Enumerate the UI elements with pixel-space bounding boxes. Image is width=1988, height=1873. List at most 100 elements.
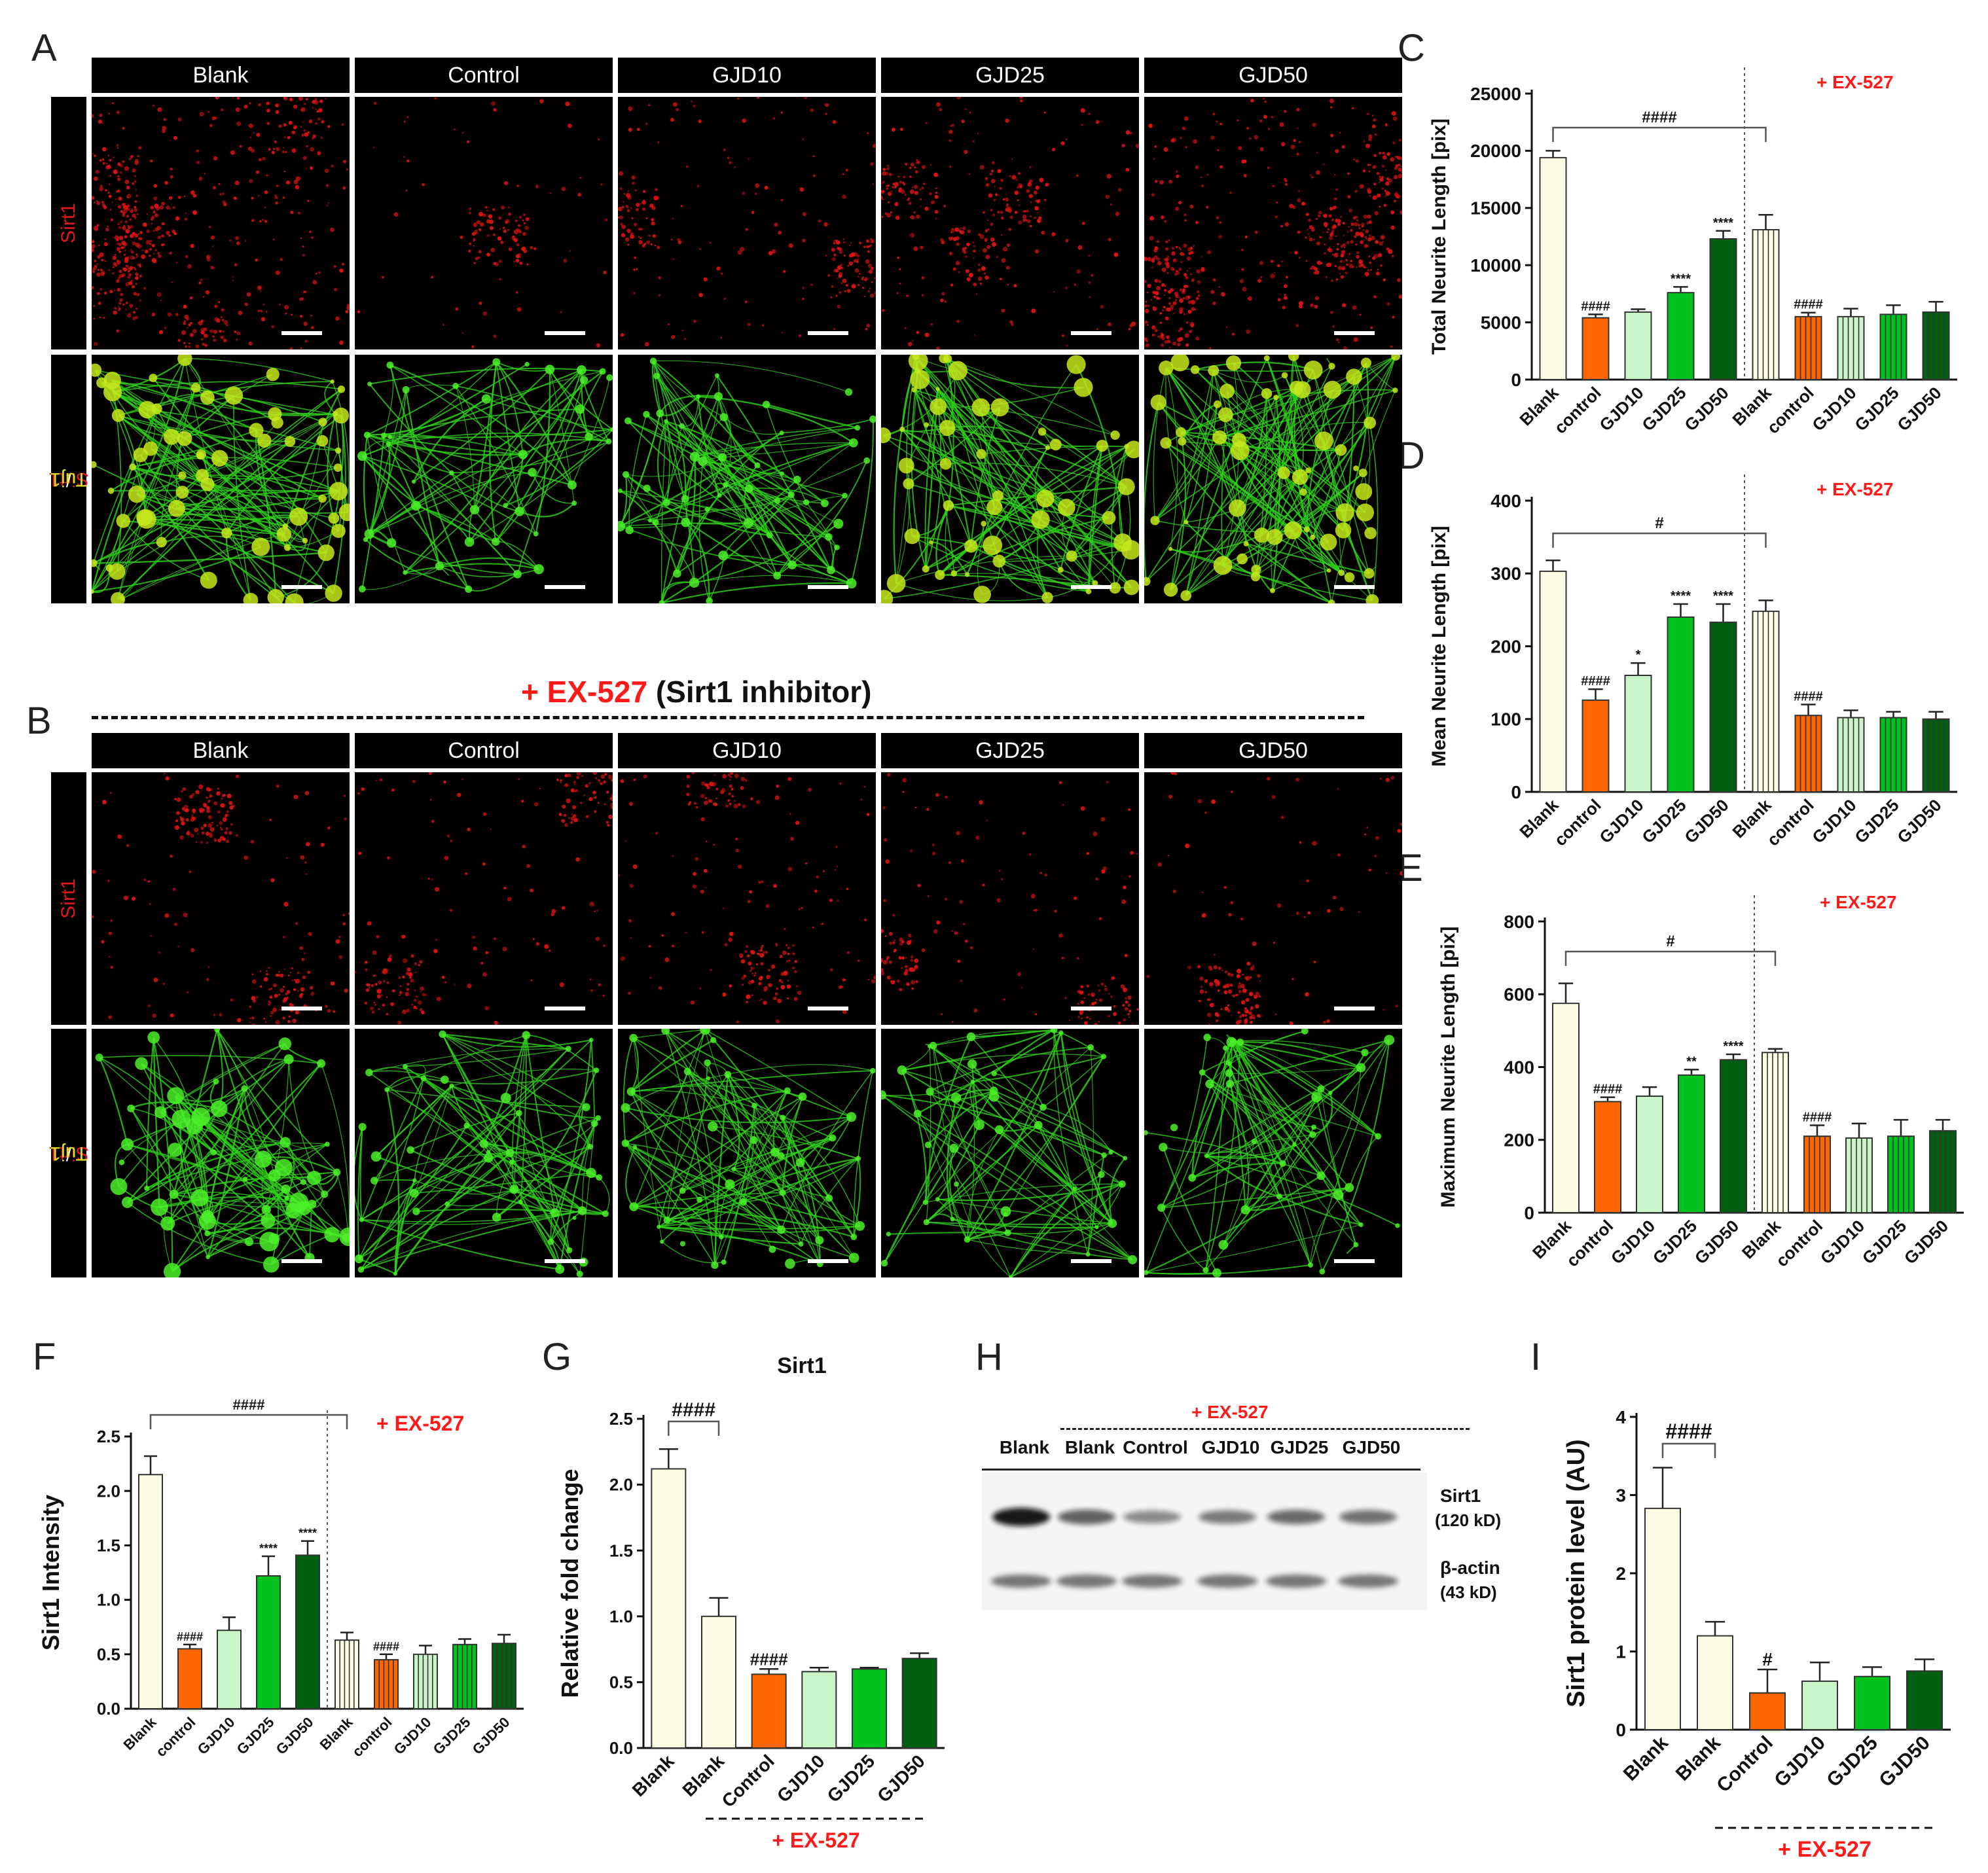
y-tick-label: 1.5 xyxy=(97,1536,120,1556)
scale-bar xyxy=(1071,585,1111,589)
b-micrograph-sirt1-gjd50 xyxy=(1144,772,1402,1025)
significance-bracket xyxy=(1564,950,1777,966)
wb-sirt1-label: Sirt1 xyxy=(1440,1486,1481,1506)
category-label: control xyxy=(349,1714,395,1760)
bar xyxy=(1879,313,1907,381)
y-axis-label: Relative fold change xyxy=(556,1469,583,1698)
a-column-header-blank: Blank xyxy=(92,58,350,93)
bar xyxy=(701,1615,736,1749)
b-micrograph-sirt1-control xyxy=(355,772,613,1025)
category-label: GJD50 xyxy=(273,1714,317,1758)
bar xyxy=(177,1648,202,1710)
category-label: GJD10 xyxy=(1595,383,1647,435)
category-label: GJD10 xyxy=(1808,795,1860,847)
bar xyxy=(1624,675,1652,793)
b-micrograph-merge-gjd50 xyxy=(1144,1029,1402,1277)
y-tick-label: 0.0 xyxy=(97,1699,120,1719)
wb-actin-band xyxy=(1266,1575,1326,1588)
category-label: control xyxy=(1550,383,1605,438)
bar xyxy=(138,1474,163,1710)
bar xyxy=(1709,621,1737,793)
category-label: GJD10 xyxy=(1607,1216,1659,1268)
significance-mark: #### xyxy=(1803,1111,1832,1125)
significance-mark: # xyxy=(1762,1649,1773,1669)
significance-mark: **** xyxy=(259,1542,278,1555)
scale-bar xyxy=(545,1007,585,1010)
significance-bracket xyxy=(1552,126,1767,142)
wb-actin-band xyxy=(991,1575,1051,1588)
wb-actin-band xyxy=(1122,1575,1182,1588)
b-column-header-gjd50: GJD50 xyxy=(1144,733,1402,768)
bar xyxy=(334,1639,359,1709)
significance-bracket xyxy=(668,1420,720,1436)
y-tick-label: 2.0 xyxy=(97,1481,120,1501)
ex527-annotation: + EX-527 xyxy=(376,1412,464,1435)
category-label: control xyxy=(1763,383,1818,438)
scale-bar xyxy=(1071,331,1111,335)
category-label: GJD10 xyxy=(1808,383,1860,435)
wb-lane-label: GJD50 xyxy=(1342,1437,1401,1457)
bar xyxy=(492,1643,516,1709)
bar xyxy=(413,1653,438,1709)
a-column-header-gjd10: GJD10 xyxy=(618,58,876,93)
bar xyxy=(1709,238,1737,380)
y-tick-label: 0 xyxy=(1616,1720,1626,1740)
ex527-annotation: + EX-527 xyxy=(1778,1837,1871,1862)
wb-sirt1-band xyxy=(1267,1510,1325,1524)
significance-mark: #### xyxy=(1581,674,1610,688)
b-column-header-gjd25: GJD25 xyxy=(881,733,1139,768)
category-label: GJD50 xyxy=(1893,795,1945,847)
wb-ex527-label: + EX-527 xyxy=(1191,1402,1269,1422)
a-column-header-control: Control xyxy=(355,58,613,93)
significance-bracket xyxy=(1552,532,1767,548)
scale-bar xyxy=(545,1259,585,1263)
ex527-divider xyxy=(92,716,1364,719)
significance-mark: ** xyxy=(1686,1054,1697,1069)
inhibitor-label: (Sirt1 inhibitor) xyxy=(647,675,872,709)
category-label: control xyxy=(1772,1216,1827,1271)
scale-bar xyxy=(808,1007,848,1010)
y-tick-label: 1.0 xyxy=(609,1607,633,1626)
y-tick-label: 2 xyxy=(1616,1563,1626,1584)
category-label: GJD25 xyxy=(1649,1216,1701,1268)
significance-mark: #### xyxy=(750,1649,788,1669)
category-label: GJD25 xyxy=(430,1714,474,1758)
scale-bar xyxy=(1334,585,1375,589)
y-tick-label: 2.5 xyxy=(609,1409,633,1429)
b-row-label-sirt1: Sirt1 xyxy=(51,772,86,1025)
y-tick-label: 15000 xyxy=(1470,198,1521,219)
y-axis-label: Sirt1 Intensity xyxy=(37,1495,64,1650)
a-micrograph-merge-control xyxy=(355,355,613,603)
a-column-header-gjd50: GJD50 xyxy=(1144,58,1402,93)
chart-title: Sirt1 xyxy=(777,1353,827,1378)
a-micrograph-sirt1-gjd50 xyxy=(1144,97,1402,349)
category-label: GJD10 xyxy=(1770,1732,1830,1792)
y-tick-label: 0 xyxy=(1511,370,1521,390)
ex527-annotation: + EX-527 xyxy=(1816,479,1894,499)
scale-bar xyxy=(808,331,848,335)
y-tick-label: 1.5 xyxy=(609,1541,633,1560)
panel-label-h: H xyxy=(975,1336,1003,1378)
a-micrograph-sirt1-control xyxy=(355,97,613,349)
y-tick-label: 100 xyxy=(1491,709,1521,730)
bar xyxy=(1539,570,1567,793)
ex527-label: + EX-527 xyxy=(521,675,648,709)
y-axis-label: Maximum Neurite Length [pix] xyxy=(1437,926,1459,1207)
y-tick-label: 4 xyxy=(1616,1407,1626,1427)
y-axis-label: Sirt1 protein level (AU) xyxy=(1563,1439,1590,1707)
bar xyxy=(1581,699,1610,793)
bar xyxy=(1803,1135,1831,1213)
category-label: GJD25 xyxy=(823,1751,879,1806)
category-label: GJD25 xyxy=(1822,1732,1882,1792)
wb-lane-label: GJD10 xyxy=(1201,1437,1260,1457)
bar xyxy=(1667,292,1695,381)
significance-mark: **** xyxy=(298,1527,317,1540)
bracket-label: #### xyxy=(1665,1419,1712,1443)
scale-bar xyxy=(281,331,322,335)
wb-actin-kd: (43 kD) xyxy=(1440,1582,1497,1602)
significance-mark: **** xyxy=(1671,272,1691,286)
ex527-annotation: + EX-527 xyxy=(772,1828,859,1852)
wb-lane-label: Blank xyxy=(999,1437,1050,1457)
a-micrograph-merge-gjd10 xyxy=(618,355,876,603)
